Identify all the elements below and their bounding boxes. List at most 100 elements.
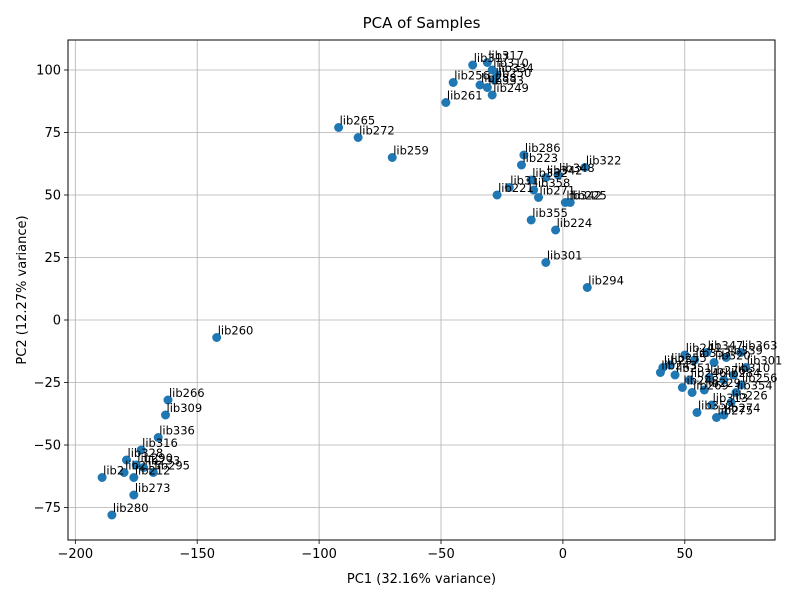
scatter-point <box>655 368 665 377</box>
scatter-point <box>487 90 497 100</box>
scatter-point <box>541 173 551 182</box>
point-label: lib248 <box>683 374 719 388</box>
scatter-point <box>736 380 746 390</box>
scatter-point <box>482 58 492 67</box>
y-tick-label: −75 <box>34 501 61 516</box>
point-label: lib221 <box>498 181 534 195</box>
scatter-point <box>702 348 712 357</box>
scatter-point <box>475 80 485 90</box>
scatter-point <box>119 468 129 477</box>
point-label: lib322 <box>586 154 622 168</box>
scatter-point <box>490 75 500 85</box>
chart-title: PCA of Samples <box>363 14 481 32</box>
point-label: lib257 <box>664 354 700 368</box>
point-label: lib309 <box>167 401 203 415</box>
scatter-point <box>699 385 709 395</box>
scatter-point <box>580 163 590 172</box>
scatter-point <box>709 358 719 367</box>
point-label: lib271 <box>540 184 576 198</box>
scatter-point <box>670 370 680 380</box>
scatter-point <box>726 398 736 407</box>
scatter-point <box>529 185 539 195</box>
x-tick-label: −100 <box>301 547 337 562</box>
scatter-point <box>519 150 529 160</box>
scatter-point <box>687 388 697 397</box>
point-label: lib342 <box>566 189 602 203</box>
scatter-point <box>534 193 544 202</box>
scatter-point <box>677 383 687 392</box>
scatter-point <box>680 350 690 360</box>
scatter-point <box>721 353 731 362</box>
point-label: lib223 <box>522 151 558 165</box>
scatter-point <box>707 400 717 410</box>
scatter-point <box>526 215 536 225</box>
point-label: lib301 <box>547 249 583 263</box>
scatter-point <box>526 175 536 185</box>
y-tick-label: −50 <box>34 439 61 454</box>
point-label: lib286 <box>525 141 561 155</box>
point-label: lib317 <box>488 49 524 63</box>
point-label: lib352 <box>698 399 734 413</box>
point-label: lib250 <box>496 66 532 80</box>
point-label: lib355 <box>532 206 568 220</box>
scatter-point <box>719 410 729 420</box>
point-label: lib259 <box>393 144 429 158</box>
point-label: lib354 <box>737 379 773 393</box>
point-label: lib233 <box>145 454 181 468</box>
point-label: lib280 <box>113 501 149 515</box>
point-label: lib348 <box>559 161 595 175</box>
point-label: lib358 <box>535 176 571 190</box>
scatter-point <box>129 473 139 482</box>
scatter-point <box>334 123 344 132</box>
scatter-point <box>731 388 741 397</box>
point-label: lib243 <box>661 359 697 373</box>
point-label: lib256 <box>742 371 778 385</box>
point-labels-layer: lib317lib317lib310lib334lib250lib256lib2… <box>103 49 782 516</box>
scatter-point <box>468 60 478 70</box>
point-label: lib251 <box>676 361 712 375</box>
scatter-point <box>122 455 132 465</box>
scatter-point <box>516 160 526 170</box>
point-label: lib256 <box>454 69 490 83</box>
scatter-point <box>212 333 222 342</box>
point-label: lib310 <box>493 56 529 70</box>
y-axis-label: PC2 (12.27% variance) <box>15 215 30 364</box>
scatter-point <box>704 373 714 382</box>
y-tick-label: 0 <box>53 314 61 329</box>
point-label: lib31 <box>510 174 538 188</box>
y-tick-label: 100 <box>36 64 61 79</box>
point-label: lib266 <box>169 386 205 400</box>
ticks-layer: −200 −150 −100 −50 0 50 −75 −50 −25 0 25 50 75 100 <box>34 64 694 563</box>
scatter-point <box>139 463 149 472</box>
scatter-point <box>129 490 139 500</box>
x-tick-label: −50 <box>427 547 454 562</box>
point-label: lib212 <box>135 464 171 478</box>
point-label: lib333 <box>488 74 524 88</box>
scatter-point <box>131 460 141 470</box>
point-label: lib273 <box>135 481 171 495</box>
point-label: lib269 <box>693 379 729 393</box>
scatter-point <box>685 375 695 385</box>
point-label: lib229 <box>705 376 741 390</box>
point-label: lib332 <box>532 166 568 180</box>
point-label: lib260 <box>218 324 254 338</box>
y-tick-label: 75 <box>44 126 61 141</box>
point-label: lib275 <box>717 404 753 418</box>
point-label: lib226 <box>732 389 768 403</box>
scatter-point <box>729 370 739 380</box>
scatter-point <box>97 473 107 482</box>
scatter-point <box>441 98 451 107</box>
scatter-point <box>136 445 146 455</box>
scatter-point <box>353 133 363 142</box>
point-label: lib225 <box>571 189 607 203</box>
x-tick-label: −200 <box>57 547 93 562</box>
scatter-point <box>161 410 171 420</box>
scatter-point <box>736 348 746 357</box>
point-label: lib246 <box>691 366 727 380</box>
scatter-point <box>582 283 592 292</box>
scatter-point <box>541 258 551 267</box>
scatter-point <box>387 153 397 162</box>
scatter-point <box>711 413 721 422</box>
point-label: lib336 <box>159 424 195 438</box>
point-label: lib272 <box>359 124 395 138</box>
